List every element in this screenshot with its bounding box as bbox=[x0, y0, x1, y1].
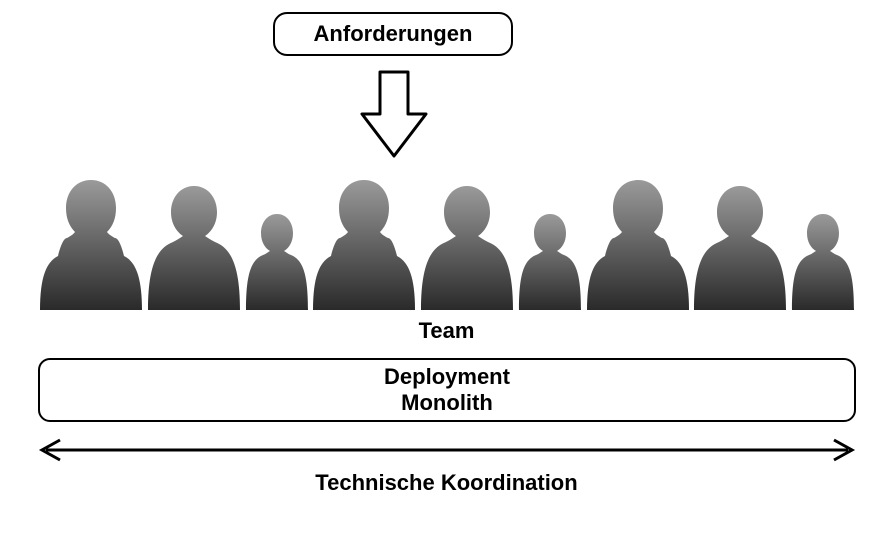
requirements-box: Anforderungen bbox=[273, 12, 513, 56]
person-icon bbox=[146, 182, 242, 310]
person-icon bbox=[692, 182, 788, 310]
coordination-label: Technische Koordination bbox=[0, 470, 893, 496]
deployment-line1: Deployment bbox=[384, 364, 510, 390]
person-icon bbox=[585, 174, 691, 310]
person-icon bbox=[38, 174, 144, 310]
person-icon bbox=[517, 210, 583, 310]
person-icon bbox=[311, 174, 417, 310]
team-silhouettes bbox=[38, 170, 856, 310]
person-icon bbox=[419, 182, 515, 310]
deployment-line2: Monolith bbox=[401, 390, 493, 416]
person-icon bbox=[790, 210, 856, 310]
person-icon bbox=[244, 210, 310, 310]
team-label: Team bbox=[0, 318, 893, 344]
deployment-box: Deployment Monolith bbox=[38, 358, 856, 422]
coordination-span-icon bbox=[38, 438, 856, 462]
down-arrow-icon bbox=[358, 70, 430, 160]
requirements-label: Anforderungen bbox=[314, 21, 473, 47]
